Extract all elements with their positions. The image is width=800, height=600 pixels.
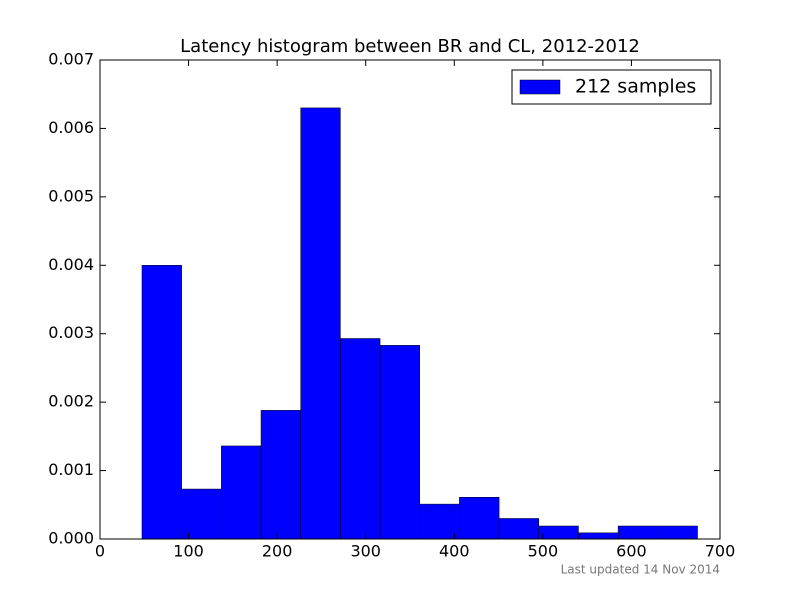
bar [498,518,540,540]
bar [419,503,460,540]
bar [260,410,301,540]
y-tick-label: 0.001 [48,460,94,479]
bar [617,525,659,540]
y-tick-label: 0.005 [48,186,94,205]
bar [181,488,222,540]
bar [340,338,381,540]
y-tick-label: 0.004 [48,255,94,274]
bar [657,525,698,540]
footnote: Last updated 14 Nov 2014 [561,563,720,577]
x-tick-label: 0 [95,542,105,561]
bar [300,107,341,540]
bar [221,445,262,540]
bar [538,525,579,540]
x-tick-label: 700 [705,542,736,561]
x-tick-label: 600 [616,542,647,561]
legend-label: 212 samples [575,76,696,98]
bar [141,265,182,540]
x-tick-label: 100 [173,542,204,561]
legend-swatch [519,79,561,95]
y-tick-label: 0.006 [48,118,94,137]
x-tick-label: 300 [350,542,381,561]
plot-frame [99,59,721,540]
y-tick-label: 0.000 [48,529,94,548]
y-tick-label: 0.002 [48,392,94,411]
bar [578,532,619,540]
x-tick-label: 200 [262,542,293,561]
x-tick-label: 400 [439,542,470,561]
bar [379,345,420,540]
bar [459,497,500,540]
y-tick-label: 0.007 [48,50,94,69]
x-tick-label: 500 [528,542,559,561]
y-tick-label: 0.003 [48,323,94,342]
chart-title: Latency histogram between BR and CL, 201… [180,36,640,57]
